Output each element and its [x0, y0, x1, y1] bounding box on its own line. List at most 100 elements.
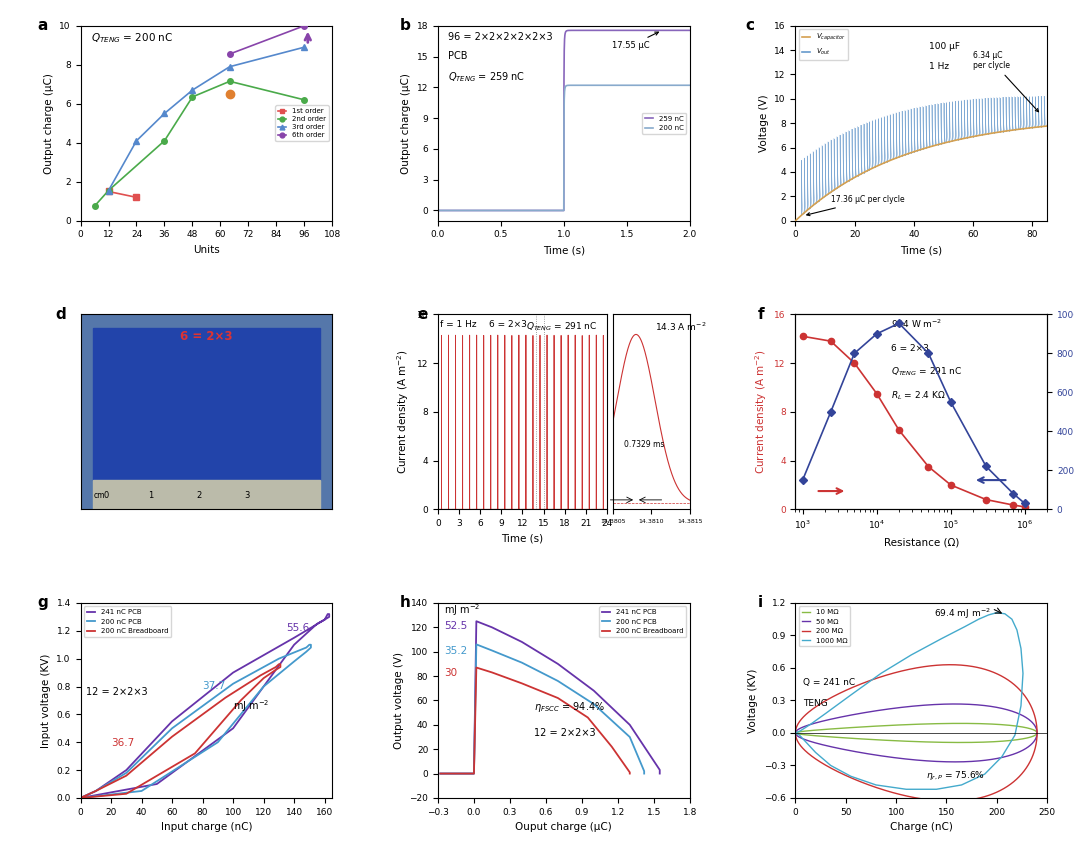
- Text: $Q_{TENG}$ = 200 nC: $Q_{TENG}$ = 200 nC: [90, 32, 173, 45]
- 200 nC PCB: [300, 647, 313, 657]
- 241 nC PCB: [321, 609, 334, 619]
- Legend: 10 MΩ, 50 MΩ, 200 MΩ, 1000 MΩ: 10 MΩ, 50 MΩ, 200 MΩ, 1000 MΩ: [799, 607, 850, 646]
- Text: $\eta_{r,P}$ = 75.6%: $\eta_{r,P}$ = 75.6%: [926, 770, 985, 782]
- Legend: 1st order, 2nd order, 3rd order, 6th order: 1st order, 2nd order, 3rd order, 6th ord…: [275, 106, 329, 142]
- 1000 MΩ: [900, 784, 913, 795]
- $V_{capacitor}$: [834, 180, 847, 190]
- 200 nC Breadboard: [485, 668, 498, 678]
- 200 nC Breadboard: [165, 732, 178, 742]
- 200 MΩ: [944, 660, 957, 670]
- 200 MΩ: [915, 662, 928, 672]
- Text: 2: 2: [197, 491, 202, 499]
- Text: 1: 1: [148, 491, 154, 499]
- 241 nC PCB: [434, 769, 447, 779]
- Bar: [93, 328, 320, 480]
- Text: 17.36 μC per clycle: 17.36 μC per clycle: [807, 196, 904, 215]
- Text: $Q_{TENG}$ = 291 nC: $Q_{TENG}$ = 291 nC: [526, 320, 597, 333]
- Y-axis label: Current density (A m$^{-2}$): Current density (A m$^{-2}$): [395, 349, 411, 474]
- Text: $R_L$ = 2.4 KΩ: $R_L$ = 2.4 KΩ: [891, 390, 946, 402]
- 6th order: [297, 21, 310, 31]
- Text: 6 = 2×3: 6 = 2×3: [489, 320, 526, 329]
- 2nd order: [297, 94, 310, 105]
- 10 MΩ: [915, 719, 928, 729]
- 200 nC PCB: [89, 786, 102, 796]
- 1000 MΩ: [983, 610, 996, 620]
- 50 MΩ: [1026, 717, 1039, 728]
- 200 nC: [679, 80, 692, 90]
- $V_{capacitor}$: [789, 215, 802, 226]
- 10 MΩ: [789, 728, 802, 738]
- 200 nC PCB: [212, 737, 224, 747]
- 241 nC PCB: [74, 793, 87, 803]
- 3rd order: [158, 108, 171, 118]
- Text: 69.4 mJ m$^{-2}$: 69.4 mJ m$^{-2}$: [934, 607, 990, 620]
- 200 MΩ: [856, 678, 869, 688]
- 241 nC PCB: [318, 614, 331, 625]
- 50 MΩ: [948, 699, 961, 710]
- Text: 6 = 2×3: 6 = 2×3: [891, 344, 929, 353]
- 200 nC Breadboard: [257, 673, 270, 683]
- Line: 200 nC Breadboard: 200 nC Breadboard: [440, 668, 629, 774]
- 200 nC PCB: [470, 639, 483, 650]
- Line: 10 MΩ: 10 MΩ: [796, 723, 1037, 742]
- 10 MΩ: [905, 736, 918, 746]
- Text: 6.34 μC
per clycle: 6.34 μC per clycle: [973, 51, 1039, 112]
- 200 nC Breadboard: [516, 678, 528, 688]
- 200 nC Breadboard: [623, 767, 636, 777]
- 200 nC PCB: [516, 657, 528, 668]
- Text: 12 = 2×2×3: 12 = 2×2×3: [534, 728, 595, 738]
- Text: f: f: [757, 306, 765, 322]
- 200 nC PCB: [551, 676, 564, 686]
- Line: 2nd order: 2nd order: [91, 79, 307, 208]
- Legend: 259 nC, 200 nC: 259 nC, 200 nC: [642, 112, 686, 134]
- 200 nC PCB: [623, 732, 636, 742]
- Line: $V_{capacitor}$: $V_{capacitor}$: [796, 126, 1047, 221]
- 241 nC PCB: [288, 639, 301, 650]
- 2nd order: [88, 201, 101, 211]
- Line: 50 MΩ: 50 MΩ: [796, 704, 1037, 762]
- 1000 MΩ: [1015, 701, 1028, 711]
- 1000 MΩ: [935, 633, 948, 644]
- 200 nC PCB: [638, 766, 651, 776]
- Y-axis label: Input voltage (KV): Input voltage (KV): [41, 653, 50, 747]
- Line: 1000 MΩ: 1000 MΩ: [796, 613, 1024, 789]
- Y-axis label: Output voltage (V): Output voltage (V): [394, 652, 404, 749]
- 200 nC: [475, 205, 488, 215]
- 241 nC PCB: [516, 637, 528, 647]
- 200 nC PCB: [135, 786, 148, 796]
- 6th order: [223, 49, 236, 59]
- 241 nC PCB: [227, 723, 240, 734]
- 241 nC PCB: [323, 612, 336, 622]
- 2nd order: [158, 136, 171, 146]
- 200 nC Breadboard: [255, 670, 267, 680]
- Line: 1st order: 1st order: [105, 189, 140, 200]
- 200 nC Breadboard: [270, 665, 282, 675]
- 241 nC PCB: [470, 616, 483, 626]
- Text: 12 = 2×2×3: 12 = 2×2×3: [86, 686, 147, 697]
- $V_{capacitor}$: [977, 130, 990, 140]
- X-axis label: Units: Units: [193, 245, 220, 255]
- Line: 200 nC Breadboard: 200 nC Breadboard: [81, 664, 280, 798]
- 1000 MΩ: [844, 771, 857, 782]
- 1000 MΩ: [955, 780, 968, 790]
- 1000 MΩ: [1017, 668, 1030, 679]
- Text: 17.55 μC: 17.55 μC: [612, 32, 658, 51]
- Line: 3rd order: 3rd order: [105, 45, 307, 193]
- 1000 MΩ: [799, 736, 812, 746]
- 200 nC Breadboard: [120, 789, 133, 799]
- 50 MΩ: [969, 756, 982, 766]
- Text: 30: 30: [444, 668, 458, 678]
- 200 nC PCB: [257, 681, 270, 692]
- Text: i: i: [757, 595, 763, 610]
- 200 nC PCB: [300, 643, 313, 653]
- Legend: $V_{capacitor}$, $V_{out}$: $V_{capacitor}$, $V_{out}$: [799, 29, 848, 60]
- X-axis label: Time (s): Time (s): [900, 245, 942, 255]
- Text: 1 Hz: 1 Hz: [929, 62, 949, 70]
- Line: 259 nC: 259 nC: [438, 30, 690, 210]
- 241 nC PCB: [74, 793, 87, 803]
- 1000 MΩ: [1011, 625, 1024, 635]
- 200 MΩ: [1026, 704, 1039, 714]
- 1000 MΩ: [990, 607, 1003, 618]
- Text: PCB: PCB: [448, 51, 467, 61]
- 200 nC Breadboard: [120, 770, 133, 781]
